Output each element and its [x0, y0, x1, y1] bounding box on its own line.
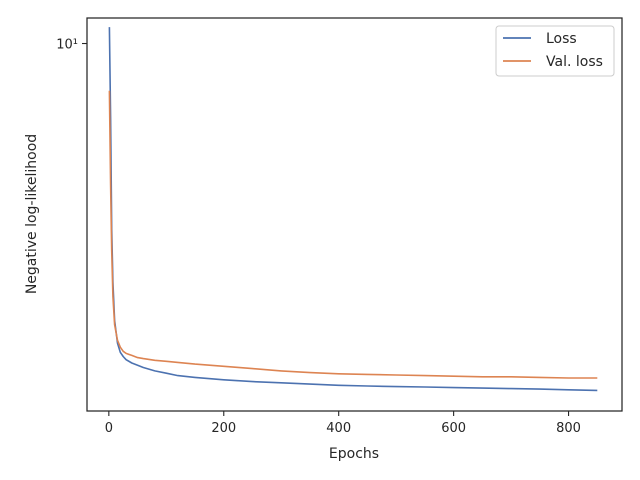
legend-label-loss: Loss — [546, 31, 577, 47]
y-axis-label: Negative log-likelihood — [24, 134, 40, 294]
x-tick-label: 600 — [441, 421, 466, 436]
x-axis-label: Epochs — [329, 446, 379, 462]
legend-label-val-loss: Val. loss — [546, 54, 603, 70]
series-line-val-loss — [108, 90, 598, 379]
x-axis-ticks: 0 200 400 600 800 — [105, 411, 581, 436]
plot-area — [86, 17, 623, 412]
x-tick-label: 0 — [105, 421, 113, 436]
y-tick-label: 10¹ — [56, 38, 78, 53]
x-tick-label: 400 — [326, 421, 351, 436]
series-layer — [108, 27, 598, 392]
y-axis-ticks: 10¹ — [56, 38, 87, 53]
x-tick-label: 200 — [211, 421, 236, 436]
x-tick-label: 800 — [556, 421, 581, 436]
legend: Loss Val. loss — [495, 25, 615, 77]
